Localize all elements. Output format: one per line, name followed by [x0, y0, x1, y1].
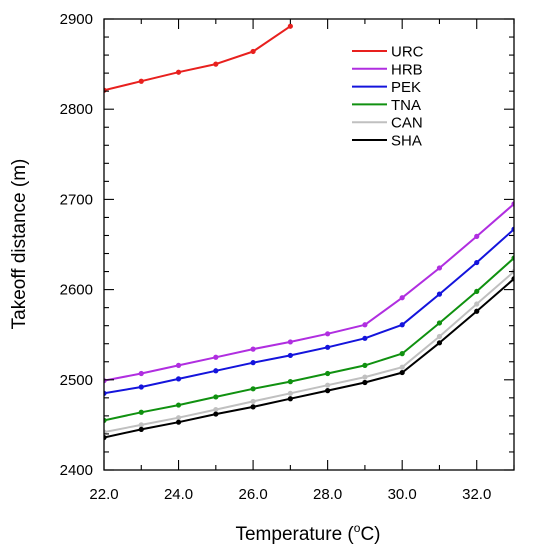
- data-point: [213, 61, 219, 67]
- data-point: [213, 411, 219, 417]
- legend-label: CAN: [391, 115, 423, 132]
- legend-item-pek: PEK: [352, 79, 421, 96]
- series-line: [104, 257, 514, 422]
- data-point: [175, 69, 182, 75]
- data-point: [362, 335, 368, 341]
- y-tick-label: 2600: [60, 282, 93, 299]
- ticks-layer: 22.0 24.0 26.0 28.0 30.0 32.0 2400 2500 2600 2700…: [60, 11, 515, 503]
- legend-label: HRB: [391, 61, 423, 78]
- data-point: [250, 360, 256, 366]
- legend-item-tna: TNA: [352, 97, 421, 114]
- legend-item-hrb: HRB: [352, 61, 423, 78]
- series-line: [104, 270, 514, 434]
- series-line: [104, 228, 514, 395]
- data-point: [399, 351, 405, 357]
- data-point: [436, 320, 443, 326]
- series-line: [104, 278, 514, 439]
- y-tick-label: 2400: [60, 462, 93, 479]
- series-tna: [104, 255, 514, 423]
- data-point: [287, 396, 293, 402]
- series-urc: [104, 23, 293, 93]
- data-point: [175, 419, 182, 425]
- data-point: [250, 398, 256, 405]
- data-point: [474, 288, 480, 295]
- data-point: [399, 295, 405, 301]
- data-point: [175, 402, 182, 408]
- data-point: [287, 339, 293, 345]
- series-hrb: [104, 201, 514, 384]
- y-tick-label: 2500: [60, 372, 93, 389]
- x-tick-label: 26.0: [238, 486, 267, 503]
- data-point: [213, 406, 219, 413]
- legend-item-urc: URC: [352, 44, 424, 61]
- data-point: [175, 415, 182, 421]
- data-point: [362, 322, 368, 328]
- data-point: [138, 426, 144, 433]
- data-point: [175, 376, 182, 382]
- data-point: [250, 404, 256, 410]
- legend-item-can: CAN: [352, 115, 423, 132]
- data-point: [362, 374, 368, 380]
- plot-frame: [103, 18, 515, 471]
- data-point: [213, 368, 219, 374]
- legend-label: TNA: [391, 97, 421, 114]
- data-point: [138, 409, 144, 415]
- data-point: [250, 386, 256, 392]
- x-tick-label: 22.0: [89, 486, 118, 503]
- data-point: [213, 354, 219, 360]
- x-tick-label: 32.0: [462, 486, 491, 503]
- data-point: [436, 333, 443, 340]
- data-point: [325, 344, 331, 350]
- series-layer: [104, 23, 514, 441]
- data-point: [474, 301, 480, 307]
- data-point: [474, 259, 480, 266]
- data-point: [138, 422, 144, 428]
- y-tick-label: 2900: [60, 11, 93, 28]
- x-tick-label: 28.0: [313, 486, 342, 503]
- legend-label: SHA: [391, 133, 422, 150]
- data-point: [138, 370, 144, 377]
- series-pek: [104, 226, 514, 396]
- series-line: [104, 25, 291, 92]
- data-point: [213, 394, 219, 400]
- data-point: [362, 379, 368, 386]
- series-line: [104, 203, 514, 382]
- data-point: [250, 346, 256, 352]
- data-point: [325, 370, 331, 377]
- data-point: [399, 364, 405, 370]
- data-point: [250, 48, 256, 55]
- y-tick-label: 2800: [60, 101, 93, 118]
- data-point: [436, 340, 443, 346]
- legend-label: URC: [391, 44, 424, 61]
- y-tick-label: 2700: [60, 191, 93, 208]
- x-tick-label: 30.0: [388, 486, 417, 503]
- data-point: [138, 384, 144, 390]
- data-point: [325, 382, 331, 388]
- data-point: [287, 379, 293, 385]
- data-point: [474, 308, 480, 314]
- series-can: [104, 268, 514, 435]
- x-tick-label: 24.0: [164, 486, 193, 503]
- data-point: [399, 322, 405, 328]
- data-point: [325, 331, 331, 337]
- data-point: [436, 265, 443, 271]
- data-point: [436, 291, 443, 297]
- data-point: [474, 233, 480, 239]
- data-point: [175, 362, 182, 368]
- legend-label: PEK: [391, 79, 421, 96]
- y-axis-title: Takeoff distance (m): [9, 159, 30, 330]
- x-axis-title: Temperature (oC): [235, 521, 380, 545]
- data-point: [325, 388, 331, 394]
- data-point: [399, 369, 405, 376]
- legend-item-sha: SHA: [352, 133, 422, 150]
- data-point: [287, 352, 293, 359]
- data-point: [138, 78, 144, 84]
- data-point: [287, 23, 293, 29]
- data-point: [287, 390, 293, 396]
- data-point: [362, 362, 368, 368]
- series-sha: [104, 276, 514, 441]
